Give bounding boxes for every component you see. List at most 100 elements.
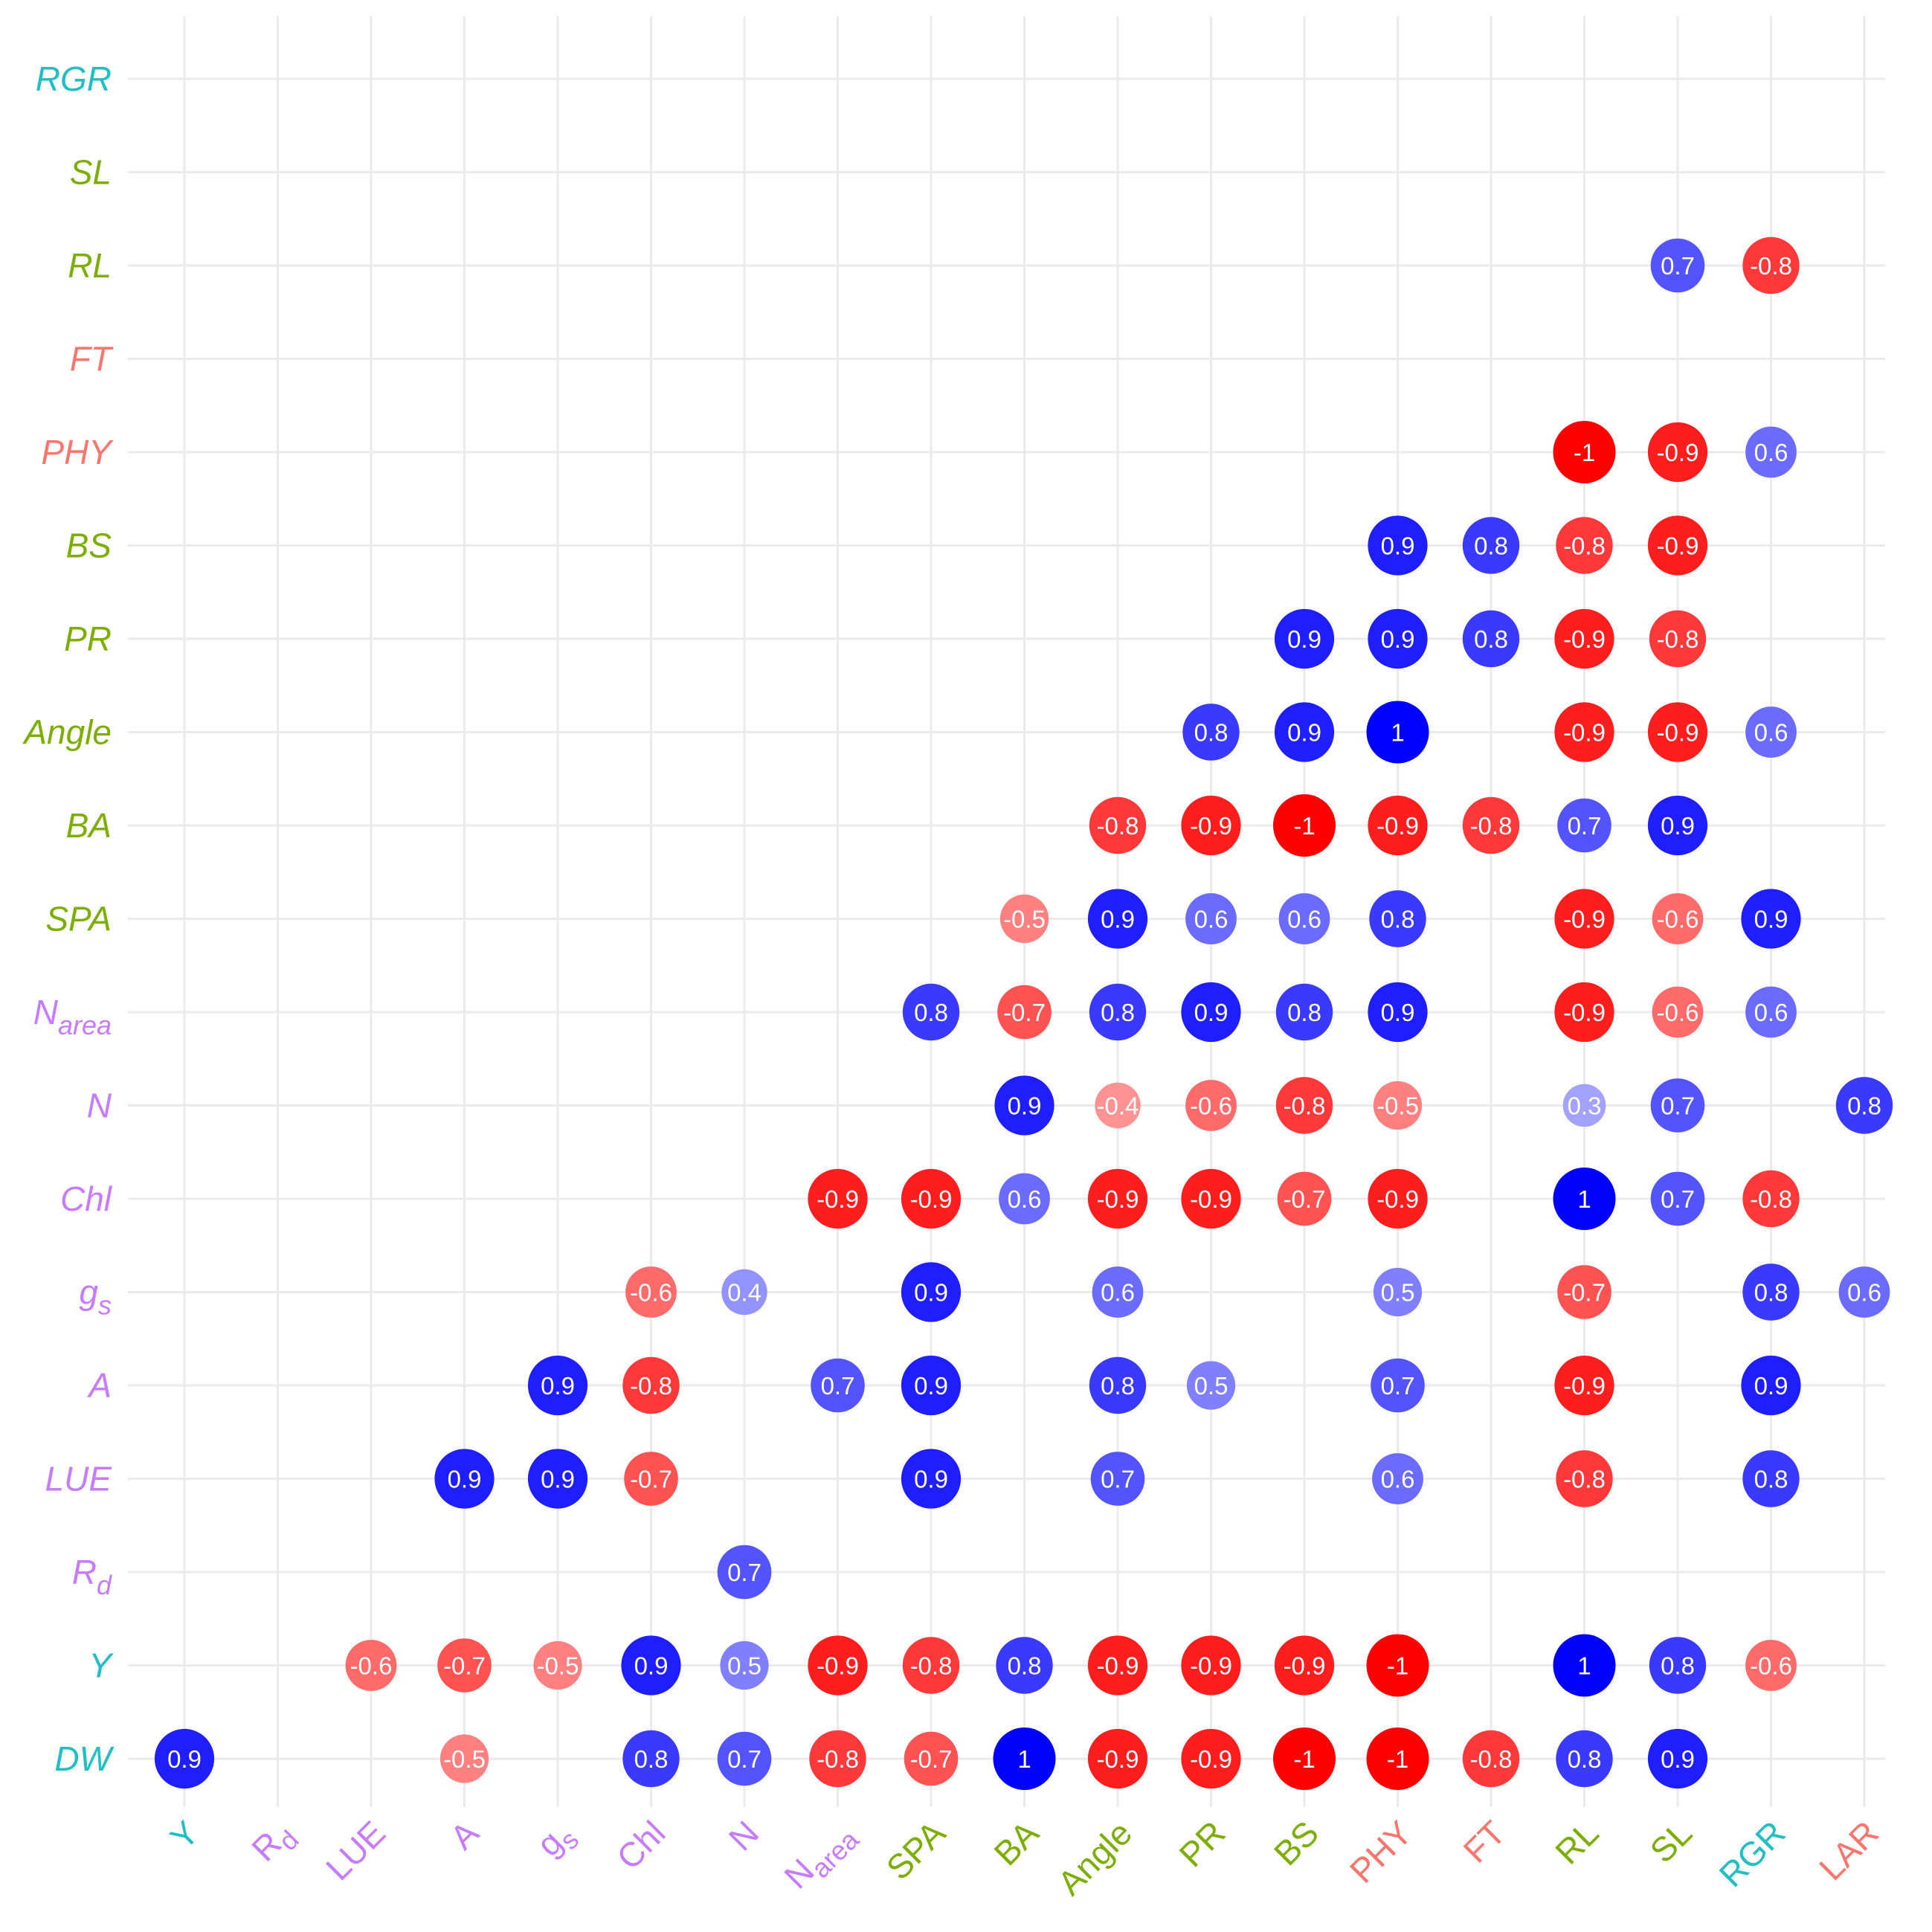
y-axis-label-main: SL	[70, 153, 112, 192]
correlation-value-label: -0.7	[1284, 1185, 1326, 1213]
correlation-bubble	[1554, 982, 1614, 1043]
y-axis-label-main: g	[79, 1273, 98, 1312]
y-axis-label-rd: Rd	[72, 1553, 112, 1600]
correlation-bubble	[1273, 794, 1336, 857]
correlation-bubble	[1649, 610, 1707, 668]
correlation-bubble	[1745, 426, 1797, 478]
correlation-value-label: -0.7	[443, 1652, 486, 1680]
correlation-cell: -0.9	[808, 1635, 868, 1696]
correlation-cell: 0.9	[1368, 982, 1428, 1043]
correlation-value-label: 0.9	[914, 1279, 948, 1307]
correlation-value-label: 0.7	[1381, 1372, 1415, 1400]
correlation-cell: -0.8	[1275, 1077, 1333, 1134]
correlation-value-label: -0.9	[1563, 719, 1606, 747]
correlation-value-label: 0.8	[1474, 625, 1508, 653]
correlation-bubble	[1462, 796, 1520, 854]
correlation-value-label: 0.9	[167, 1745, 202, 1773]
correlation-cell: -0.8	[1462, 796, 1520, 854]
correlation-bubble	[1181, 795, 1241, 856]
correlation-cell: 0.8	[1462, 517, 1520, 574]
correlation-cell: 0.9	[994, 1075, 1054, 1136]
correlation-bubble	[811, 1358, 865, 1413]
correlation-bubble	[1373, 1267, 1423, 1317]
y-axis-label-spa: SPA	[45, 900, 112, 938]
correlation-bubble	[1373, 1081, 1423, 1130]
correlation-bubble	[1087, 1635, 1148, 1696]
correlation-bubble	[904, 1731, 959, 1786]
correlation-value-label: 0.9	[1381, 532, 1415, 560]
correlation-cell: 1	[1553, 1168, 1616, 1230]
correlation-value-label: -0.8	[1657, 625, 1699, 653]
correlation-bubble	[1089, 1356, 1147, 1414]
correlation-bubble	[1741, 889, 1801, 949]
correlation-cell: -0.9	[1554, 702, 1614, 762]
correlation-cell: 0.9	[1087, 889, 1148, 949]
correlation-cell: 0.9	[901, 1449, 962, 1509]
correlation-value-label: 0.8	[1754, 1466, 1788, 1493]
correlation-cell: -0.8	[1556, 1450, 1613, 1507]
correlation-value-label: 0.9	[1194, 999, 1229, 1026]
correlation-cell: -0.9	[1368, 1168, 1428, 1229]
correlation-cell: -0.9	[1181, 1635, 1241, 1696]
correlation-bubble	[345, 1640, 397, 1691]
correlation-cell: -0.8	[1462, 1730, 1520, 1788]
correlation-value-label: -0.9	[1190, 812, 1232, 840]
correlation-bubble	[1185, 893, 1237, 944]
correlation-cell: -0.6	[625, 1266, 677, 1318]
correlation-bubble	[437, 1638, 492, 1693]
correlation-bubble	[809, 1730, 866, 1788]
correlation-cell: 0.8	[622, 1730, 680, 1788]
correlation-cell: -0.8	[1556, 517, 1613, 574]
correlation-value-label: -0.9	[910, 1185, 953, 1213]
y-axis-label-main: R	[72, 1553, 97, 1591]
correlation-bubble	[1274, 608, 1335, 669]
correlation-cell: -0.9	[901, 1168, 962, 1229]
correlation-cell: 0.8	[1742, 1263, 1800, 1321]
correlation-bubble	[1742, 1170, 1800, 1228]
correlation-value-label: 0.6	[1101, 1279, 1135, 1307]
correlation-bubble	[1649, 1637, 1707, 1694]
correlation-value-label: -0.7	[630, 1466, 672, 1493]
correlation-bubble	[994, 1075, 1054, 1136]
correlation-bubble	[1647, 795, 1708, 856]
correlation-bubble	[1647, 422, 1708, 483]
correlation-cell: 0.9	[901, 1355, 962, 1416]
y-axis-label-main: DW	[54, 1739, 115, 1778]
correlation-bubble	[1650, 1171, 1705, 1226]
correlation-cell: 0.8	[996, 1637, 1053, 1694]
correlation-cell: -0.9	[1181, 795, 1241, 856]
correlation-cell: -1	[1273, 1727, 1336, 1790]
correlation-bubble	[997, 985, 1052, 1040]
correlation-cells: 0.9 -0.5 0.8 0.7 -0.8 -0.7 1 -0.9 -0.9 -1 -1 -0.8 0.…	[154, 236, 1893, 1790]
correlation-bubble	[1181, 982, 1241, 1043]
correlation-cell: 0.4	[721, 1269, 767, 1316]
correlation-bubble	[901, 1355, 962, 1416]
correlation-bubble	[1275, 1077, 1333, 1134]
correlation-cell: -0.8	[902, 1637, 960, 1694]
correlation-bubble	[1652, 986, 1704, 1038]
correlation-bubble	[1087, 889, 1148, 949]
correlation-value-label: -0.9	[1657, 719, 1699, 747]
y-axis-label-chl: Chl	[60, 1179, 113, 1218]
correlation-bubble	[434, 1449, 495, 1509]
correlation-bubble	[999, 1173, 1050, 1225]
correlation-cell: -0.9	[1554, 608, 1614, 669]
correlation-cell: 0.7	[717, 1731, 772, 1786]
correlation-bubble	[527, 1355, 588, 1416]
correlation-bubble	[1745, 1640, 1797, 1691]
correlation-bubble	[808, 1635, 868, 1696]
correlation-cell: -0.9	[1087, 1635, 1148, 1696]
correlation-bubble	[717, 1731, 772, 1786]
y-axis-label-n: N	[87, 1086, 112, 1125]
correlation-cell: -0.8	[622, 1356, 680, 1414]
correlation-bubble	[1562, 1083, 1606, 1127]
correlation-value-label: -0.9	[1376, 1185, 1419, 1213]
y-axis-label-ft: FT	[70, 340, 114, 379]
correlation-bubble	[1366, 1727, 1429, 1790]
y-axis-label-gs: gs	[79, 1273, 112, 1321]
correlation-value-label: 0.9	[634, 1652, 669, 1680]
y-axis-label-subscript: s	[98, 1290, 112, 1321]
correlation-cell: 0.9	[1368, 608, 1428, 669]
correlation-value-label: 0.9	[1381, 625, 1415, 653]
